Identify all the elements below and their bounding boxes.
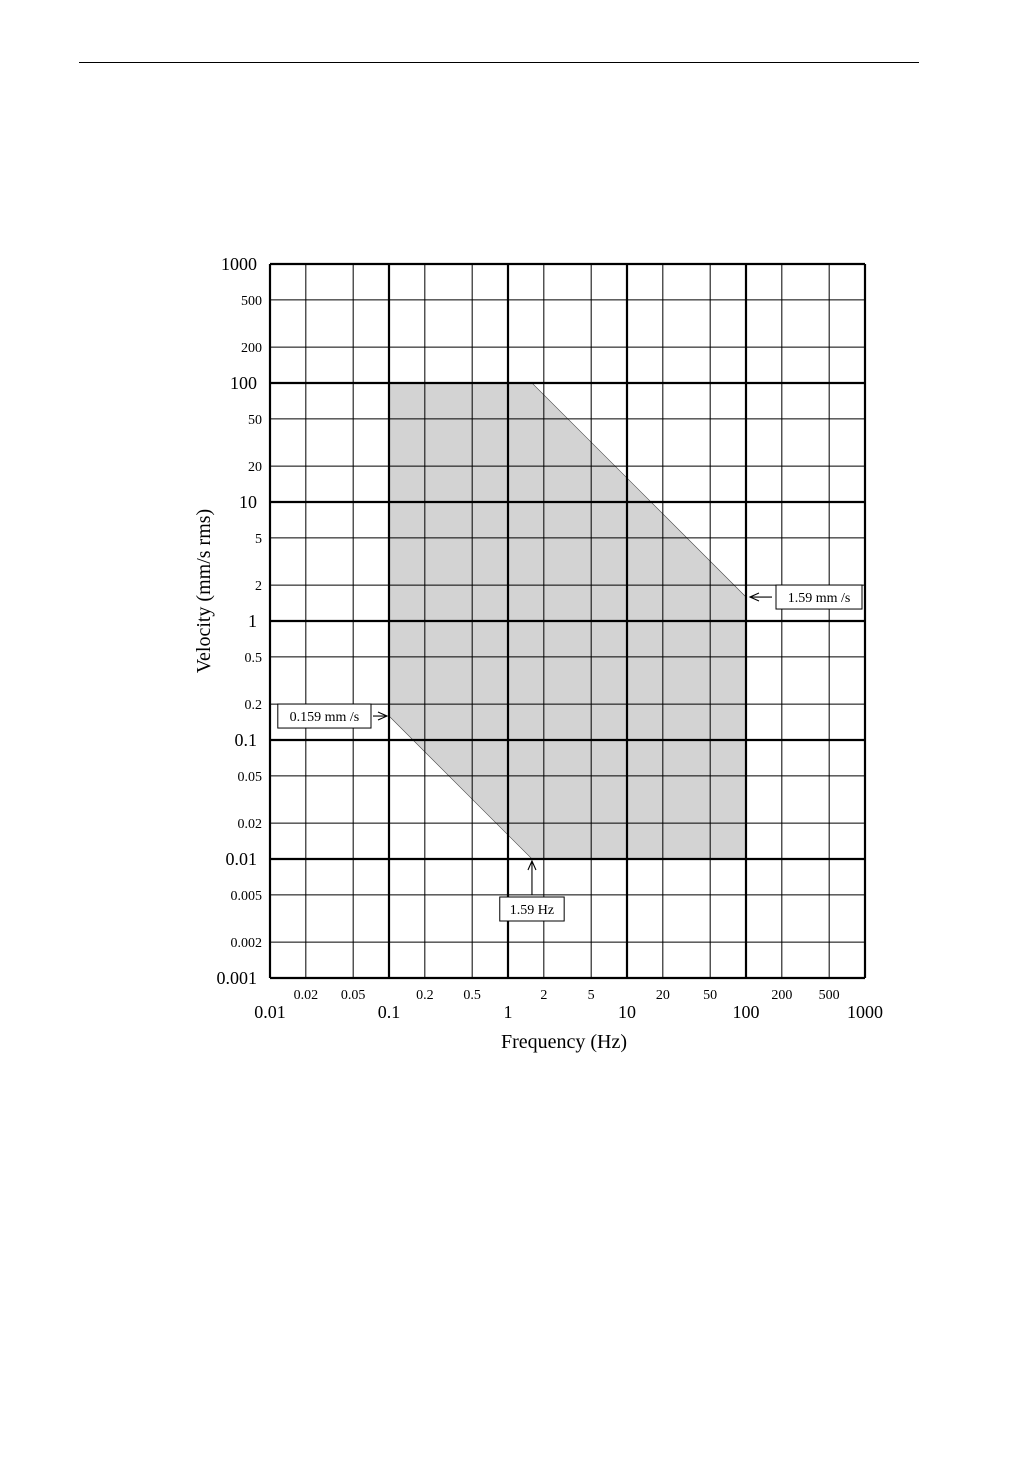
x-major-tick-label: 0.1 bbox=[378, 1002, 401, 1022]
y-minor-tick-label: 2 bbox=[255, 579, 262, 594]
annotation-label: 1.59 mm /s bbox=[788, 591, 851, 606]
x-minor-tick-label: 0.2 bbox=[416, 988, 434, 1003]
y-minor-tick-label: 0.5 bbox=[245, 651, 263, 666]
tick-labels-layer: 0.02 0.05 0.2 0.5 2 5 20 50 200 500 0.01 0.1 1 10 100 1… bbox=[217, 254, 884, 1022]
annotation-label: 1.59 Hz bbox=[510, 903, 554, 918]
page-header-rule bbox=[79, 62, 919, 63]
y-minor-tick-label: 200 bbox=[241, 341, 262, 356]
y-major-tick-label: 1 bbox=[248, 611, 257, 631]
annotation-arrow-head bbox=[527, 859, 537, 871]
y-minor-tick-label: 0.02 bbox=[238, 817, 263, 832]
x-minor-tick-label: 50 bbox=[703, 988, 717, 1003]
x-minor-tick-label: 200 bbox=[771, 988, 792, 1003]
x-major-tick-label: 1000 bbox=[847, 1002, 883, 1022]
x-major-tick-label: 10 bbox=[618, 1002, 636, 1022]
x-minor-tick-label: 20 bbox=[656, 988, 670, 1003]
x-major-tick-label: 100 bbox=[733, 1002, 760, 1022]
x-major-tick-label: 0.01 bbox=[254, 1002, 286, 1022]
y-major-tick-label: 10 bbox=[239, 492, 257, 512]
x-minor-tick-label: 0.02 bbox=[294, 988, 319, 1003]
x-minor-tick-label: 0.05 bbox=[341, 988, 366, 1003]
y-minor-tick-label: 0.005 bbox=[231, 889, 263, 904]
annotation-box bbox=[277, 703, 372, 729]
y-major-tick-label: 0.1 bbox=[235, 730, 258, 750]
y-major-tick-label: 1000 bbox=[221, 254, 257, 274]
annotation-box bbox=[499, 896, 565, 922]
x-major-tick-label: 1 bbox=[504, 1002, 513, 1022]
annotation-box bbox=[775, 584, 863, 610]
annotation-arrow-head bbox=[377, 711, 389, 721]
x-minor-tick-label: 2 bbox=[540, 988, 547, 1003]
x-minor-tick-label: 0.5 bbox=[463, 988, 481, 1003]
annotation-label: 0.159 mm /s bbox=[290, 710, 360, 725]
x-minor-tick-label: 500 bbox=[819, 988, 840, 1003]
x-minor-tick-label: 5 bbox=[588, 988, 595, 1003]
y-major-tick-label: 0.01 bbox=[226, 849, 258, 869]
y-minor-tick-label: 0.05 bbox=[238, 770, 263, 785]
y-minor-tick-label: 0.002 bbox=[231, 936, 263, 951]
y-minor-tick-label: 50 bbox=[248, 413, 262, 428]
grid-layer bbox=[268, 262, 867, 980]
y-axis-title: Velocity (mm/s rms) bbox=[193, 509, 215, 673]
annotation-arrow-head bbox=[748, 592, 760, 602]
y-minor-tick-label: 0.2 bbox=[245, 698, 263, 713]
annotations-layer: 1.59 mm /s 0.159 mm /s 1.59 Hz bbox=[277, 584, 863, 922]
y-minor-tick-label: 5 bbox=[255, 532, 262, 547]
y-minor-tick-label: 500 bbox=[241, 294, 262, 309]
x-axis-title: Frequency (Hz) bbox=[501, 1031, 627, 1053]
y-minor-tick-label: 20 bbox=[248, 460, 262, 475]
y-major-tick-label: 100 bbox=[230, 373, 257, 393]
y-major-tick-label: 0.001 bbox=[217, 968, 258, 988]
